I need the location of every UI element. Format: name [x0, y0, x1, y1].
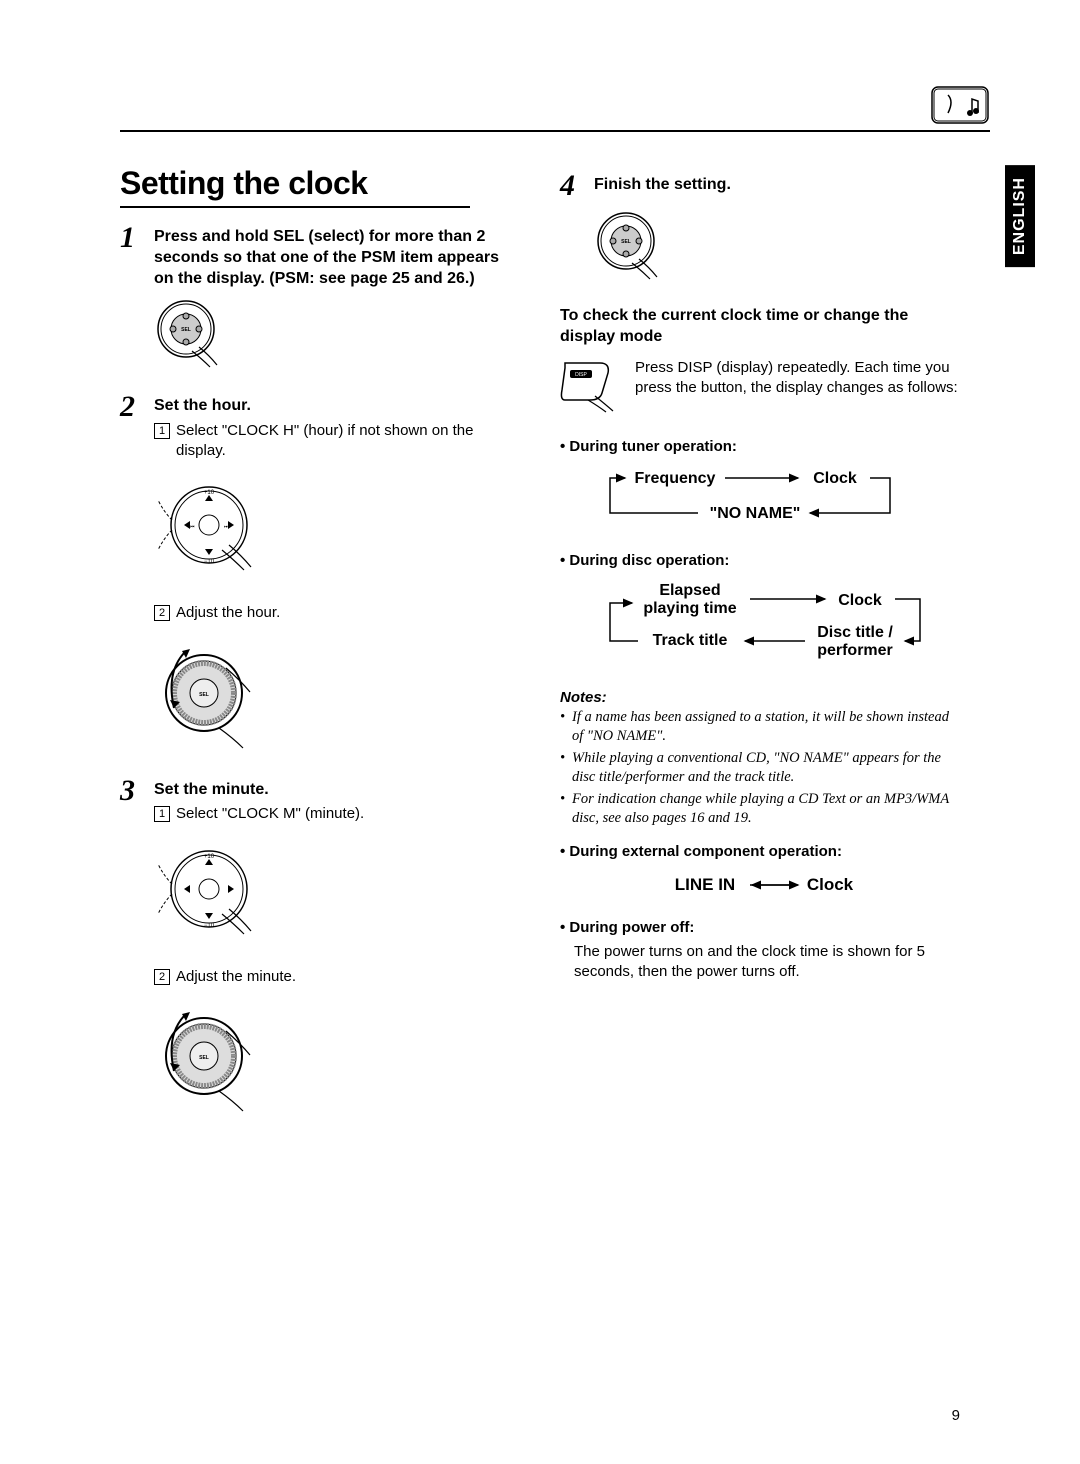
substep-text: Adjust the hour. — [176, 603, 280, 623]
svg-text:SEL: SEL — [181, 327, 191, 333]
power-off-heading: • During power off: — [560, 919, 960, 936]
step-number: 2 — [120, 392, 144, 460]
dial-illustration: +10 −10 — [154, 834, 520, 949]
svg-text:"NO NAME": "NO NAME" — [710, 505, 801, 522]
svg-text:LINE IN: LINE IN — [675, 875, 735, 894]
step-title: Set the minute. — [154, 780, 520, 801]
substep-number: 1 — [154, 806, 170, 822]
step-number: 4 — [560, 171, 584, 201]
svg-text:performer: performer — [817, 642, 893, 659]
right-column: 4 Finish the setting. SEL To check the c… — [560, 165, 960, 1139]
note-item: While playing a conventional CD, "NO NAM… — [560, 749, 960, 788]
rotary-illustration: SEL — [154, 996, 520, 1121]
substep-text: Adjust the minute. — [176, 967, 296, 987]
music-note-icon — [930, 85, 990, 125]
disc-flow-diagram: Elapsed playing time Clock Track title D… — [580, 577, 960, 677]
rotary-illustration: SEL — [154, 633, 520, 758]
svg-text:Frequency: Frequency — [635, 470, 716, 487]
disc-operation-heading: • During disc operation: — [560, 552, 960, 569]
svg-text:+10: +10 — [204, 490, 215, 496]
step-number: 1 — [120, 223, 144, 289]
substep-number: 2 — [154, 969, 170, 985]
svg-text:−10: −10 — [204, 923, 215, 929]
sel-button-illustration: SEL — [594, 211, 960, 286]
page-title: Setting the clock — [120, 165, 520, 202]
disp-description: Press DISP (display) repeatedly. Each ti… — [635, 358, 960, 399]
svg-text:Track title: Track title — [653, 632, 728, 649]
step-title: Set the hour. — [154, 396, 520, 417]
tuner-operation-heading: • During tuner operation: — [560, 438, 960, 455]
step-4: 4 Finish the setting. — [560, 171, 960, 201]
language-tab: ENGLISH — [1005, 165, 1035, 267]
step-1: 1 Press and hold SEL (select) for more t… — [120, 223, 520, 289]
substep-number: 1 — [154, 423, 170, 439]
dial-illustration: +10 −10 ⏮ ⏭ — [154, 470, 520, 585]
note-item: If a name has been assigned to a station… — [560, 708, 960, 747]
step-title: Finish the setting. — [594, 175, 960, 196]
note-item: For indication change while playing a CD… — [560, 790, 960, 829]
external-operation-heading: • During external component operation: — [560, 843, 960, 860]
left-column: Setting the clock 1 Press and hold SEL (… — [120, 165, 520, 1139]
svg-text:Elapsed: Elapsed — [659, 582, 720, 599]
power-off-text: The power turns on and the clock time is… — [574, 942, 960, 983]
svg-text:+10: +10 — [204, 854, 215, 860]
disp-button-illustration: DISP — [560, 358, 620, 418]
substep-text: Select "CLOCK M" (minute). — [176, 804, 364, 824]
step-number: 3 — [120, 776, 144, 824]
header-rule — [120, 130, 990, 132]
svg-text:Clock: Clock — [807, 875, 854, 894]
svg-text:SEL: SEL — [199, 1055, 209, 1061]
tuner-flow-diagram: Frequency Clock "NO NAME" — [580, 463, 960, 538]
notes-list: If a name has been assigned to a station… — [560, 708, 960, 829]
title-rule — [120, 206, 470, 208]
svg-text:−10: −10 — [204, 559, 215, 565]
svg-text:⏮: ⏮ — [190, 524, 195, 530]
svg-text:⏭: ⏭ — [224, 524, 229, 530]
svg-text:DISP: DISP — [575, 372, 587, 378]
step-3: 3 Set the minute. 1 Select "CLOCK M" (mi… — [120, 776, 520, 824]
svg-text:Clock: Clock — [838, 592, 882, 609]
svg-text:SEL: SEL — [621, 239, 631, 245]
svg-text:SEL: SEL — [199, 692, 209, 698]
sel-button-illustration: SEL — [154, 299, 520, 374]
svg-text:Clock: Clock — [813, 470, 857, 487]
page-number: 9 — [952, 1407, 960, 1424]
notes-heading: Notes: — [560, 689, 960, 706]
svg-text:playing time: playing time — [643, 600, 736, 617]
external-flow-diagram: LINE IN Clock — [560, 870, 960, 905]
substep-number: 2 — [154, 605, 170, 621]
substep-text: Select "CLOCK H" (hour) if not shown on … — [176, 421, 520, 460]
svg-text:Disc title /: Disc title / — [817, 624, 893, 641]
step-2: 2 Set the hour. 1 Select "CLOCK H" (hour… — [120, 392, 520, 460]
step-text: Press and hold SEL (select) for more tha… — [154, 227, 520, 289]
check-clock-heading: To check the current clock time or chang… — [560, 306, 960, 348]
